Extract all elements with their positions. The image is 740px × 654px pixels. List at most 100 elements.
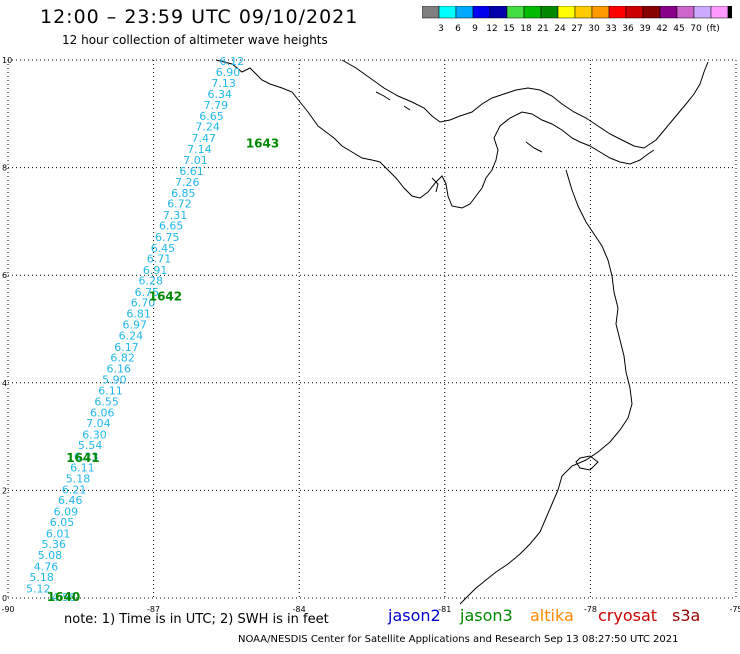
lat-tick-label: 8: [2, 164, 7, 173]
lat-tick-label: 0: [2, 594, 7, 603]
legend-label: 36: [622, 24, 634, 34]
wave-height-label: 6.01: [46, 527, 71, 540]
wave-height-label: 7.01: [183, 154, 208, 167]
legend-label: 33: [605, 24, 616, 34]
axis-ticks: -90 -87 -84 -81 -78 -75 0 2 4 6 8 10: [1, 56, 740, 614]
wave-height-label: 7.47: [191, 132, 216, 145]
wave-height-label: 6.75: [155, 231, 180, 244]
credit-line: NOAA/NESDIS Center for Satellite Applica…: [238, 634, 679, 645]
legend-swatch: [727, 6, 732, 19]
legend-label: 3: [438, 24, 444, 34]
wave-height-label: 6.65: [159, 220, 184, 233]
lon-tick-label: -90: [1, 605, 14, 614]
pass-time-label: 1641: [66, 451, 99, 465]
page-subtitle: 12 hour collection of altimeter wave hei…: [62, 33, 328, 47]
lat-tick-label: 4: [2, 379, 7, 388]
pass-time-label: 1642: [149, 290, 182, 304]
wave-height-label: 5.18: [29, 571, 54, 584]
wave-height-label: 6.28: [139, 275, 164, 288]
wave-height-label: 6.72: [167, 198, 192, 211]
wave-height-label: 6.16: [107, 362, 132, 375]
wave-height-label: 6.34: [207, 88, 232, 101]
lat-tick-label: 10: [2, 56, 12, 65]
wave-height-label: 5.18: [66, 473, 91, 486]
lat-tick-label: 6: [2, 271, 7, 280]
lon-tick-label: -81: [438, 605, 451, 614]
legend-s3a: s3a: [672, 606, 701, 625]
lon-tick-label: -87: [147, 605, 160, 614]
lon-tick-label: -84: [293, 605, 306, 614]
wave-height-label: 5.90: [102, 374, 127, 387]
wave-height-label: 7.79: [204, 99, 229, 112]
wave-height-label: 6.17: [114, 341, 138, 354]
legend-label: 18: [520, 24, 532, 34]
satellite-track: 4.585.125.184.765.085.366.016.056.096.46…: [26, 55, 279, 604]
wave-height-label: 6.30: [82, 428, 107, 441]
wave-height-label: 6.21: [62, 483, 87, 496]
legend-cryosat: cryosat: [598, 606, 658, 625]
wave-height-label: 6.75: [135, 286, 160, 299]
wave-height-label: 6.81: [126, 307, 150, 320]
legend-label: 9: [472, 24, 478, 34]
legend-label: 70: [690, 24, 702, 34]
wave-height-label: 6.70: [131, 297, 156, 310]
wave-height-label: 4.76: [34, 560, 59, 573]
wave-height-label: 7.26: [175, 176, 200, 189]
pass-time-label: 1643: [246, 136, 279, 150]
wave-height-label: 6.97: [123, 319, 148, 332]
color-legend: 3 6 9 12 15 18 21 24 27 30 33 36 39 42 45 70 (ft): [422, 6, 732, 34]
page-title: 12:00 – 23:59 UTC 09/10/2021: [40, 6, 359, 28]
lat-tick-label: 2: [2, 486, 7, 495]
wave-height-label: 6.85: [171, 187, 196, 200]
wave-height-label: 6.11: [70, 461, 95, 474]
legend-altika: altika: [530, 606, 574, 625]
wave-height-label: 5.12: [26, 582, 51, 595]
lon-tick-label: -75: [729, 605, 740, 614]
coastline-bay-islands: [375, 91, 599, 471]
wave-height-label: 6.61: [179, 165, 204, 178]
legend-label: 24: [554, 24, 566, 34]
legend-label: 12: [486, 24, 497, 34]
wave-height-label: 5.08: [38, 549, 63, 562]
pass-time-label: 1640: [47, 590, 80, 604]
wave-height-label: 7.13: [211, 77, 236, 90]
coastline-central-america: [215, 59, 655, 209]
coastline-south-america: [459, 169, 633, 605]
wave-height-label: 6.24: [119, 329, 144, 342]
coastline-caribbean-north: [341, 59, 709, 149]
legend-label: 30: [588, 24, 600, 34]
wave-height-label: 6.11: [98, 384, 123, 397]
wave-height-label: 6.82: [110, 352, 135, 365]
lat-lon-grid: [7, 59, 737, 599]
legend-label: 42: [656, 24, 667, 34]
wave-height-label: 7.24: [195, 121, 220, 134]
wave-height-label: 6.45: [151, 242, 176, 255]
legend-jason3: jason3: [460, 606, 513, 625]
footnote: note: 1) Time is in UTC; 2) SWH is in fe…: [64, 612, 329, 627]
lon-tick-label: -78: [584, 605, 597, 614]
wave-height-label: 6.90: [216, 66, 241, 79]
legend-label: (ft): [706, 24, 720, 34]
wave-height-label: 4.58: [52, 591, 77, 604]
legend-jason2: jason2: [388, 606, 441, 625]
wave-height-label: 5.54: [78, 439, 103, 452]
wave-height-label: 6.55: [94, 396, 119, 409]
legend-label: 15: [503, 24, 514, 34]
wave-height-label: 7.04: [86, 417, 111, 430]
legend-label: 21: [537, 24, 548, 34]
legend-label: 45: [673, 24, 684, 34]
wave-height-label: 6.46: [58, 494, 83, 507]
wave-height-label: 6.12: [220, 55, 245, 68]
legend-label: 39: [639, 24, 651, 34]
wave-height-label: 6.09: [54, 505, 79, 518]
wave-height-label: 5.36: [41, 538, 66, 551]
wave-height-label: 6.06: [90, 406, 115, 419]
wave-height-label: 7.31: [163, 209, 188, 222]
legend-label: 27: [571, 24, 582, 34]
legend-label: 6: [455, 24, 461, 34]
wave-height-label: 7.14: [187, 143, 212, 156]
wave-height-label: 6.23: [74, 451, 99, 464]
wave-height-label: 6.65: [199, 110, 224, 123]
